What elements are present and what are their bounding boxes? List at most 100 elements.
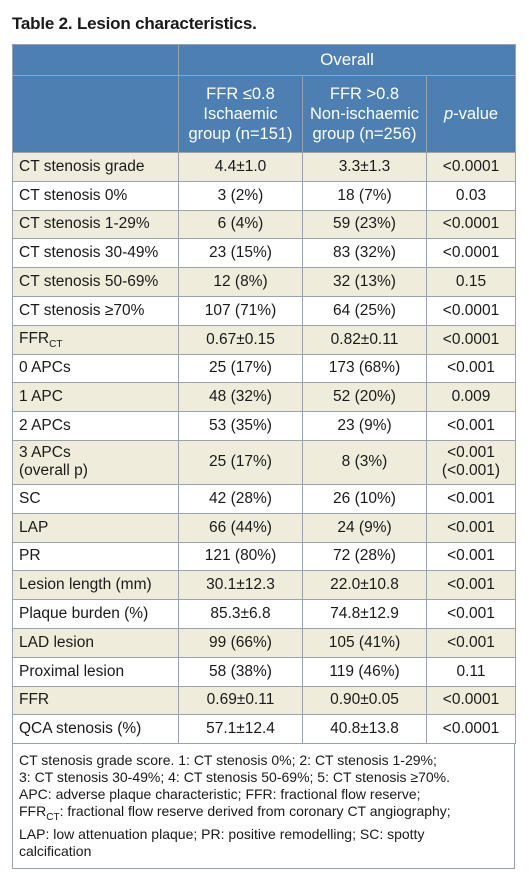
- ischaemic-value-text: 0.69±0.11: [206, 691, 275, 709]
- ischaemic-value: 6 (4%): [178, 209, 303, 240]
- table-row: CT stenosis ≥70% 107 (71%) 64 (25%) <0.0001: [12, 295, 517, 326]
- header-ischaemic-line1: FFR ≤0.8: [206, 85, 275, 103]
- non-ischaemic-value-text: 23 (9%): [337, 417, 392, 435]
- non-ischaemic-value-text: 24 (9%): [337, 518, 392, 536]
- non-ischaemic-value-text: 72 (28%): [333, 547, 396, 565]
- row-label: 1 APC: [12, 382, 179, 413]
- ischaemic-value: 58 (38%): [178, 656, 303, 687]
- row-label: 2 APCs: [12, 411, 179, 441]
- ischaemic-value-text: 12 (8%): [213, 273, 268, 291]
- non-ischaemic-value: 173 (68%): [302, 353, 427, 384]
- row-label-text: CT stenosis 0%: [19, 186, 128, 204]
- p-value: <0.0001: [425, 295, 517, 326]
- p-value: 0.009: [425, 382, 517, 413]
- row-label: PR: [12, 541, 179, 572]
- row-label: CT stenosis ≥70%: [12, 295, 179, 326]
- p-value: 0.03: [425, 180, 517, 211]
- header-ischaemic: FFR ≤0.8 Ischaemic group (n=151): [178, 75, 303, 153]
- non-ischaemic-value-text: 26 (10%): [333, 489, 396, 507]
- ischaemic-value: 107 (71%): [178, 295, 303, 326]
- ischaemic-value: 42 (28%): [178, 483, 303, 514]
- header-non-ischaemic-line2: Non-ischaemic: [309, 105, 420, 123]
- header-p-suffix: -value: [453, 105, 499, 123]
- table-row: LAP 66 (44%) 24 (9%) <0.001: [12, 512, 517, 543]
- ischaemic-value: 0.69±0.11: [178, 685, 303, 716]
- footnote-line4-sub: CT: [46, 812, 60, 824]
- table-body: CT stenosis grade 4.4±1.0 3.3±1.3 <0.0001 CT…: [12, 152, 517, 745]
- non-ischaemic-value: 40.8±13.8: [302, 714, 427, 745]
- non-ischaemic-value-text: 3.3±1.3: [338, 157, 391, 175]
- footnote-line6: calcification: [19, 843, 92, 860]
- ischaemic-value-text: 23 (15%): [209, 244, 272, 262]
- row-label-text: CT stenosis grade: [19, 157, 145, 175]
- non-ischaemic-value: 83 (32%): [302, 238, 427, 269]
- p-value: <0.001: [425, 353, 517, 384]
- non-ischaemic-value: 0.82±0.11: [302, 324, 427, 355]
- non-ischaemic-value-text: 105 (41%): [328, 633, 401, 651]
- table-row: CT stenosis 50-69% 12 (8%) 32 (13%) 0.15: [12, 267, 517, 297]
- ischaemic-value-text: 25 (17%): [209, 453, 272, 471]
- header-empty-corner: [12, 44, 179, 76]
- row-label-text: QCA stenosis (%): [19, 720, 142, 738]
- header-ischaemic-line2: Ischaemic: [203, 105, 278, 123]
- footnote-line3: APC: adverse plaque characteristic; FFR:…: [19, 786, 421, 803]
- non-ischaemic-value: 26 (10%): [302, 483, 427, 514]
- table-row: PR 121 (80%) 72 (28%) <0.001: [12, 541, 517, 572]
- p-value-text: <0.0001: [442, 330, 500, 348]
- table-row: 0 APCs 25 (17%) 173 (68%) <0.001: [12, 353, 517, 384]
- p-value-text: 0.009: [451, 388, 491, 406]
- table-row: QCA stenosis (%) 57.1±12.4 40.8±13.8 <0.000…: [12, 714, 517, 745]
- p-value: <0.0001: [425, 714, 517, 745]
- ischaemic-value-text: 48 (32%): [209, 388, 272, 406]
- ischaemic-value-text: 85.3±6.8: [210, 605, 271, 623]
- row-label: FFRCT: [12, 324, 179, 355]
- p-value: <0.0001: [425, 324, 517, 355]
- ischaemic-value: 25 (17%): [178, 439, 303, 485]
- table-row: FFR 0.69±0.11 0.90±0.05 <0.0001: [12, 685, 517, 716]
- row-label: Lesion length (mm): [12, 570, 179, 601]
- p-value: 0.11: [425, 656, 517, 687]
- row-label: SC: [12, 483, 179, 514]
- table-row: SC 42 (28%) 26 (10%) <0.001: [12, 483, 517, 514]
- row-label: FFR: [12, 685, 179, 716]
- header-non-ischaemic: FFR >0.8 Non-ischaemic group (n=256): [302, 75, 427, 153]
- p-value: <0.001: [425, 627, 517, 658]
- p-value: <0.001 (<0.001): [425, 439, 517, 485]
- ischaemic-value-text: 42 (28%): [209, 489, 272, 507]
- p-value-text: <0.001: [447, 444, 495, 462]
- p-value: <0.001: [425, 541, 517, 572]
- non-ischaemic-value-text: 173 (68%): [328, 359, 401, 377]
- ischaemic-value: 57.1±12.4: [178, 714, 303, 745]
- non-ischaemic-value: 0.90±0.05: [302, 685, 427, 716]
- footnote-line4-prefix: FFR: [19, 803, 47, 820]
- ischaemic-value-text: 3 (2%): [217, 186, 264, 204]
- p-value-text: <0.001: [447, 417, 495, 435]
- row-label-text: 0 APCs: [19, 359, 71, 377]
- p-value-text: <0.001: [447, 489, 495, 507]
- p-value-text: <0.001: [447, 576, 495, 594]
- ischaemic-value: 66 (44%): [178, 512, 303, 543]
- row-label: LAD lesion: [12, 627, 179, 658]
- p-value: <0.0001: [425, 152, 517, 182]
- p-value-text: <0.0001: [442, 157, 500, 175]
- footnote-line4-rest: : fractional flow reserve derived from c…: [59, 803, 451, 820]
- non-ischaemic-value-text: 0.82±0.11: [330, 330, 399, 348]
- ischaemic-value-text: 58 (38%): [209, 662, 272, 680]
- ischaemic-value: 121 (80%): [178, 541, 303, 572]
- row-label: CT stenosis 0%: [12, 180, 179, 211]
- p-value-text: 0.15: [455, 273, 487, 291]
- table-row: FFRCT 0.67±0.15 0.82±0.11 <0.0001: [12, 324, 517, 355]
- row-label-text: Lesion length (mm): [19, 576, 152, 594]
- p-value-text: <0.001: [447, 633, 495, 651]
- row-label-text: CT stenosis 30-49%: [19, 244, 159, 262]
- p-value-text: 0.11: [456, 662, 486, 680]
- non-ischaemic-value: 119 (46%): [302, 656, 427, 687]
- non-ischaemic-value-text: 59 (23%): [333, 215, 396, 233]
- non-ischaemic-value-text: 52 (20%): [333, 388, 396, 406]
- ischaemic-value-text: 25 (17%): [209, 359, 272, 377]
- table-row: Lesion length (mm) 30.1±12.3 22.0±10.8 <0.0…: [12, 570, 517, 601]
- p-value: <0.0001: [425, 238, 517, 269]
- non-ischaemic-value-text: 40.8±13.8: [330, 720, 399, 738]
- p-value: <0.001: [425, 570, 517, 601]
- table-row: 2 APCs 53 (35%) 23 (9%) <0.001: [12, 411, 517, 441]
